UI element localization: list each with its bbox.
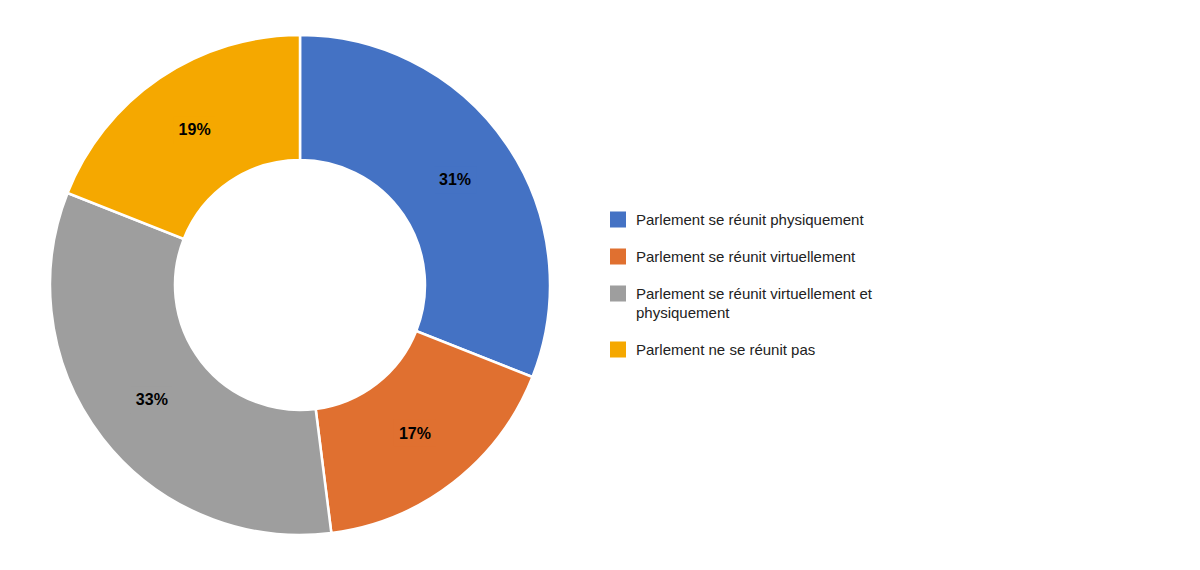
data-label: 31% xyxy=(439,171,471,188)
data-label-box xyxy=(131,386,173,413)
legend: Parlement se réunit physiquement Parlemen… xyxy=(610,211,873,358)
legend-label: Parlement ne se réunit pas xyxy=(636,341,815,358)
chart-container: 31% 17% 33% 19% Parlement se réunit physique… xyxy=(0,0,1200,570)
data-label-group: 31% xyxy=(434,166,476,193)
legend-swatch xyxy=(610,249,626,265)
donut-slice xyxy=(316,331,533,533)
data-label-box xyxy=(434,166,476,193)
legend-item: Parlement se réunit physiquement xyxy=(610,211,864,228)
data-label-group: 17% xyxy=(394,420,436,447)
data-label-box xyxy=(394,420,436,447)
donut xyxy=(50,35,550,535)
data-label-group: 33% xyxy=(131,386,173,413)
donut-slice xyxy=(68,35,300,239)
legend-label: Parlement se réunit physiquement xyxy=(636,211,864,228)
donut-slice xyxy=(50,193,331,535)
donut-slice xyxy=(300,35,550,377)
legend-swatch xyxy=(610,212,626,228)
legend-swatch xyxy=(610,286,626,302)
chart-svg: 31% 17% 33% 19% Parlement se réunit physique… xyxy=(0,0,1200,570)
legend-label: Parlement se réunit virtuellement etphys… xyxy=(636,285,873,321)
data-label-box xyxy=(174,116,216,143)
legend-item: Parlement se réunit virtuellement xyxy=(610,248,856,265)
legend-swatch xyxy=(610,342,626,358)
legend-item: Parlement ne se réunit pas xyxy=(610,341,815,358)
data-label: 19% xyxy=(179,121,211,138)
data-label: 33% xyxy=(136,391,168,408)
data-label: 17% xyxy=(399,425,431,442)
legend-item: Parlement se réunit virtuellement etphys… xyxy=(610,285,873,321)
legend-label: Parlement se réunit virtuellement xyxy=(636,248,856,265)
data-labels: 31% 17% 33% 19% xyxy=(131,116,476,446)
data-label-group: 19% xyxy=(174,116,216,143)
